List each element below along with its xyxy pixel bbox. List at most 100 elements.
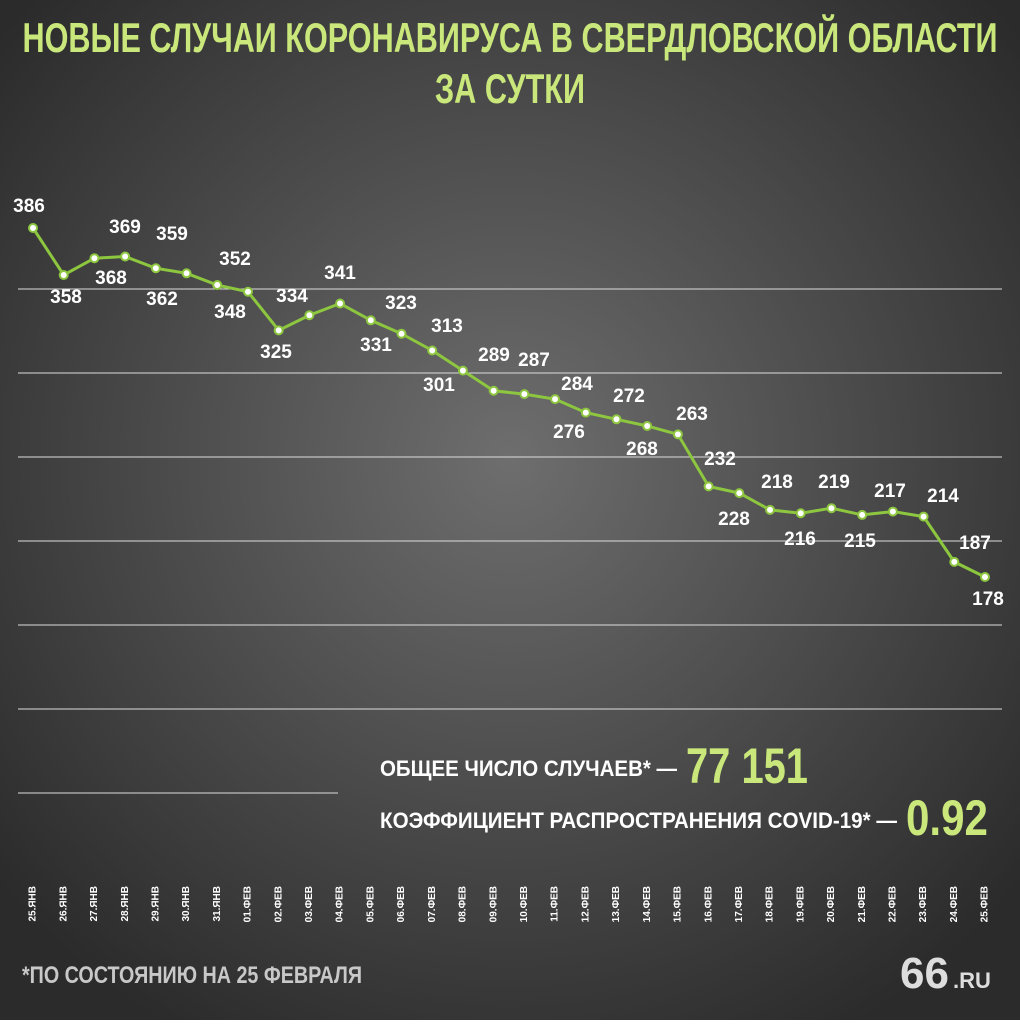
x-tick-label: 03.ФЕВ [304,886,315,922]
x-tick-label: 14.ФЕВ [642,886,653,922]
x-tick-label: 11.ФЕВ [550,886,561,922]
data-label: 218 [761,472,793,493]
chart-title: ЗА СУТКИ [435,65,585,112]
point [181,268,192,279]
point [427,345,438,356]
data-label: 268 [626,439,658,460]
x-tick-label: 21.ФЕВ [857,886,868,922]
point [519,389,530,400]
logo: 66 [900,949,949,998]
data-label: 341 [324,263,356,284]
line [31,227,986,579]
point [918,511,929,522]
x-tick-label: 30.ЯНВ [181,886,192,922]
point [58,269,69,280]
point [304,310,315,321]
x-tick-label: 10.ФЕВ [519,886,530,922]
x-tick-label: 24.ФЕВ [949,886,960,922]
data-label: 386 [13,196,45,217]
data-label: 348 [214,302,246,323]
x-tick-label: 02.ФЕВ [273,886,284,922]
point [857,509,868,520]
point [365,315,376,326]
data-label: 272 [613,386,645,407]
point [150,263,161,274]
x-tick-label: 12.ФЕВ [580,886,591,922]
data-label: 178 [972,589,1004,610]
data-label: 368 [95,268,127,289]
point [611,414,622,425]
stat-value: 77 151 [686,738,808,794]
x-tick-label: 27.ЯНВ [89,886,100,922]
x-tick-label: 04.ФЕВ [335,886,346,922]
x-tick-label: 08.ФЕВ [458,886,469,922]
logo: .RU [953,968,991,993]
x-tick-label: 16.ФЕВ [703,886,714,922]
point [887,506,898,517]
data-label: 325 [260,342,292,363]
data-label: 289 [478,345,510,366]
point [28,223,38,233]
point [580,407,591,418]
data-label: 215 [844,531,876,552]
x-tick-label: 20.ФЕВ [826,886,837,922]
data-label: 369 [109,217,141,238]
data-label: 313 [431,316,463,337]
data-label: 331 [360,335,392,356]
data-label: 362 [146,289,178,310]
x-tick-label: 29.ЯНВ [150,886,161,922]
data-label: 352 [219,249,251,270]
point [335,298,346,309]
point [642,420,653,431]
point [795,508,806,519]
point [980,572,990,582]
data-label: 232 [704,449,736,470]
point [703,481,714,492]
point [488,385,499,396]
stat-label: КОЭФФИЦИЕНТ РАСПРОСТРАНЕНИЯ COVID-19* — [380,808,897,833]
x-tick-label: 18.ФЕВ [765,886,776,922]
x-tick-label: 19.ФЕВ [795,886,806,922]
x-tick-label: 01.ФЕВ [243,886,254,922]
x-tick-label: 09.ФЕВ [488,886,499,922]
data-label: 219 [818,472,850,493]
data-label: 358 [50,287,82,308]
chart-title: НОВЫЕ СЛУЧАИ КОРОНАВИРУСА В СВЕРДЛОВСКОЙ… [23,13,998,61]
data-label: 323 [385,293,417,314]
x-tick-label: 15.ФЕВ [673,886,684,922]
x-tick-label: 13.ФЕВ [611,886,622,922]
point [457,365,468,376]
grid [18,288,1002,794]
point [765,504,776,515]
data-label: 187 [959,533,991,554]
x-tick-label: 26.ЯНВ [58,886,69,922]
x-tick-label: 22.ФЕВ [888,886,899,922]
x-tick-label: 05.ФЕВ [365,886,376,922]
point [826,503,837,514]
data-label: 334 [276,286,308,307]
point [242,286,253,297]
data-label: 228 [718,509,750,530]
stat-label: ОБЩЕЕ ЧИСЛО СЛУЧАЕВ* — [380,756,677,781]
data-label: 216 [784,529,816,550]
point [89,253,100,264]
x-tick-label: 23.ФЕВ [918,886,929,922]
data-label: 287 [518,350,550,371]
data-label: 276 [553,422,585,443]
point [396,328,407,339]
x-tick-label: 25.ЯНВ [28,886,39,922]
point [672,429,683,440]
data-label: 284 [561,374,593,395]
footnote: *ПО СОСТОЯНИЮ НА 25 ФЕВРАЛЯ [22,962,362,989]
point [273,325,284,336]
x-tick-label: 17.ФЕВ [734,886,745,922]
x-tick-label: 28.ЯНВ [120,886,131,922]
data-label: 359 [156,224,188,245]
x-tick-label: 31.ЯНВ [212,886,223,922]
data-label: 217 [874,481,906,502]
point [120,251,131,262]
point [550,394,561,405]
data-label: 301 [423,375,455,396]
